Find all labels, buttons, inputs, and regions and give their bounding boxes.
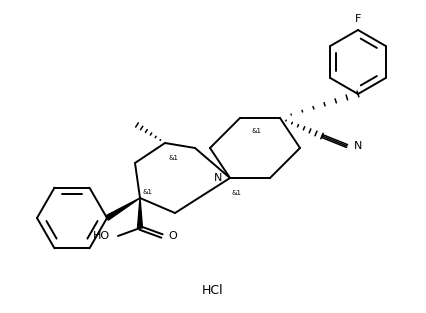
Text: N: N [353,141,362,151]
Text: &1: &1 [143,189,153,195]
Text: &1: &1 [169,155,178,161]
Text: O: O [167,231,176,241]
Text: &1: &1 [251,128,262,134]
Polygon shape [137,198,142,228]
Polygon shape [106,198,140,220]
Text: HO: HO [93,231,110,241]
Text: &1: &1 [231,190,242,196]
Text: F: F [354,14,360,24]
Text: HCl: HCl [202,284,223,296]
Text: N: N [213,173,222,183]
